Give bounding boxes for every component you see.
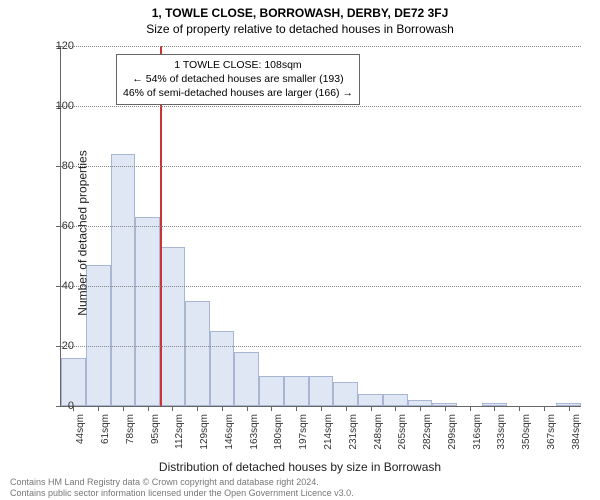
chart-gridline — [61, 166, 581, 167]
chart-xtick-label: 367sqm — [546, 414, 557, 450]
infobox-line1: 1 TOWLE CLOSE: 108sqm — [123, 58, 353, 72]
chart-xtick-mark — [569, 406, 570, 411]
chart-gridline — [61, 346, 581, 347]
chart-xtick-mark — [222, 406, 223, 411]
chart-xtick-label: 248sqm — [373, 414, 384, 450]
chart-ytick-label: 100 — [44, 100, 74, 112]
chart-bar — [284, 376, 309, 406]
chart-xtick-mark — [98, 406, 99, 411]
chart-bar — [210, 331, 235, 406]
chart-xtick-label: 350sqm — [521, 414, 532, 450]
chart-xtick-mark — [247, 406, 248, 411]
chart-gridline — [61, 106, 581, 107]
chart-bar — [259, 376, 284, 406]
chart-xtick-label: 180sqm — [273, 414, 284, 450]
chart-ytick-label: 120 — [44, 40, 74, 52]
page-footer: Contains HM Land Registry data © Crown c… — [10, 477, 354, 498]
chart-bar — [160, 247, 185, 406]
chart-xtick-mark — [395, 406, 396, 411]
chart-xtick-label: 95sqm — [150, 414, 161, 444]
chart-ytick-label: 60 — [44, 220, 74, 232]
chart-ytick-label: 40 — [44, 280, 74, 292]
chart-gridline — [61, 46, 581, 47]
chart-xtick-mark — [321, 406, 322, 411]
chart-xtick-mark — [172, 406, 173, 411]
chart-bar — [234, 352, 259, 406]
chart-xtick-label: 299sqm — [447, 414, 458, 450]
chart-gridline — [61, 226, 581, 227]
chart-xtick-label: 112sqm — [174, 414, 185, 449]
chart-xtick-mark — [470, 406, 471, 411]
chart-xtick-label: 316sqm — [472, 414, 483, 450]
chart-xtick-label: 78sqm — [125, 414, 136, 444]
chart-infobox: 1 TOWLE CLOSE: 108sqm ← 54% of detached … — [116, 54, 360, 105]
chart-xtick-mark — [148, 406, 149, 411]
chart-bar — [358, 394, 383, 406]
chart-xtick-label: 265sqm — [397, 414, 408, 450]
chart-ytick-label: 80 — [44, 160, 74, 172]
page-title-line2: Size of property relative to detached ho… — [0, 20, 600, 36]
chart-xtick-mark — [346, 406, 347, 411]
chart-xtick-mark — [123, 406, 124, 411]
chart-bar — [61, 358, 86, 406]
chart-xtick-label: 197sqm — [298, 414, 309, 450]
chart-ytick-label: 0 — [44, 400, 74, 412]
footer-line2: Contains public sector information licen… — [10, 488, 354, 498]
chart-xtick-mark — [494, 406, 495, 411]
chart-bar — [383, 394, 408, 406]
chart-xtick-mark — [544, 406, 545, 411]
chart-xtick-label: 129sqm — [199, 414, 210, 450]
chart-xtick-mark — [371, 406, 372, 411]
chart-ylabel: Number of detached properties — [76, 150, 90, 315]
chart-xtick-label: 384sqm — [571, 414, 582, 450]
chart-xtick-label: 333sqm — [496, 414, 507, 450]
infobox-line2: ← 54% of detached houses are smaller (19… — [123, 72, 353, 86]
chart-xtick-label: 163sqm — [249, 414, 260, 450]
footer-line1: Contains HM Land Registry data © Crown c… — [10, 477, 354, 487]
chart-xtick-label: 61sqm — [100, 414, 111, 444]
chart-xtick-mark — [519, 406, 520, 411]
chart-bar — [309, 376, 334, 406]
infobox-line3: 46% of semi-detached houses are larger (… — [123, 86, 353, 100]
chart-xtick-mark — [271, 406, 272, 411]
chart-xtick-label: 231sqm — [348, 414, 359, 450]
chart-bar — [333, 382, 358, 406]
chart-xtick-label: 146sqm — [224, 414, 235, 450]
chart-bar — [111, 154, 136, 406]
chart-xtick-mark — [197, 406, 198, 411]
page-title-line1: 1, TOWLE CLOSE, BORROWASH, DERBY, DE72 3… — [0, 0, 600, 20]
chart-xtick-label: 282sqm — [422, 414, 433, 450]
chart-xtick-label: 214sqm — [323, 414, 334, 450]
chart-xtick-mark — [420, 406, 421, 411]
chart-xtick-mark — [445, 406, 446, 411]
chart-xtick-mark — [296, 406, 297, 411]
chart-xtick-label: 44sqm — [75, 414, 86, 444]
chart-bar — [185, 301, 210, 406]
chart-xlabel: Distribution of detached houses by size … — [0, 460, 600, 474]
chart-ytick-label: 20 — [44, 340, 74, 352]
chart-bar — [135, 217, 160, 406]
chart-gridline — [61, 286, 581, 287]
